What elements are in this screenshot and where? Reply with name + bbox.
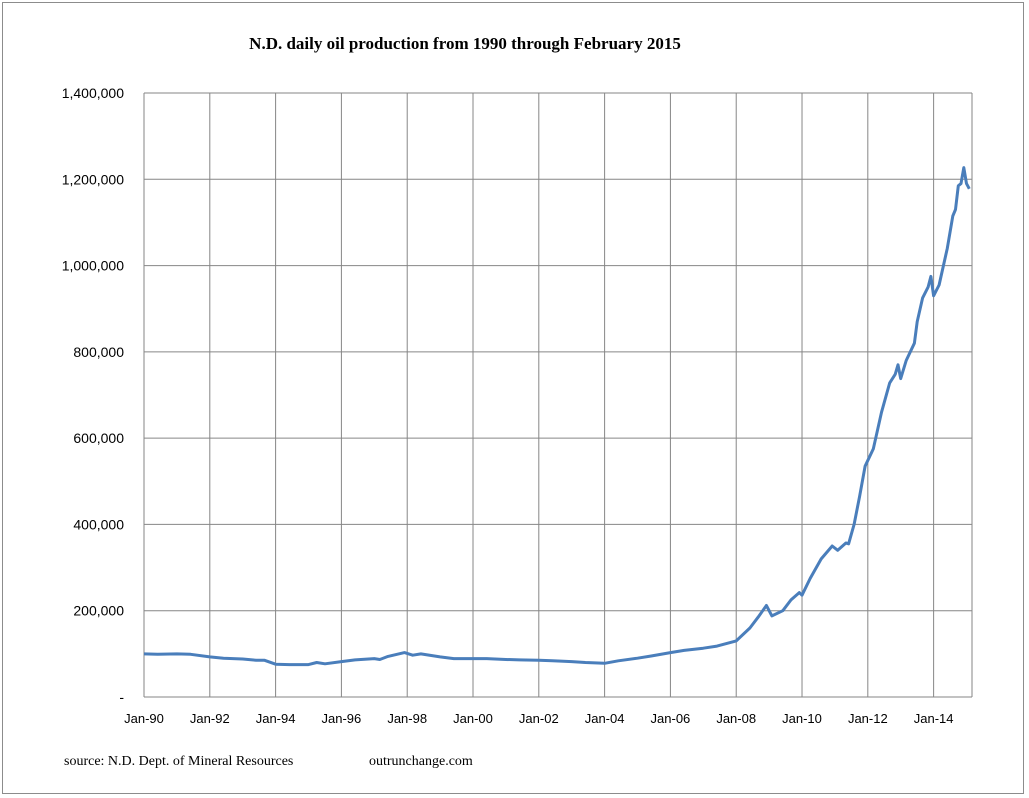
x-tick-label: Jan-10 <box>782 711 822 726</box>
site-credit: outrunchange.com <box>369 754 473 769</box>
x-tick-label: Jan-92 <box>190 711 230 726</box>
y-tick-label: 1,400,000 <box>62 85 124 101</box>
y-tick-label: 400,000 <box>73 516 124 532</box>
y-tick-label: - <box>119 689 124 705</box>
y-tick-label: 200,000 <box>73 603 124 619</box>
chart-title: N.D. daily oil production from 1990 thro… <box>249 34 681 53</box>
gridlines <box>143 92 973 698</box>
x-tick-label: Jan-04 <box>585 711 625 726</box>
series-line <box>143 166 971 667</box>
x-tick-label: Jan-00 <box>453 711 493 726</box>
y-tick-label: 1,200,000 <box>62 171 124 187</box>
y-axis-ticks: - 200,000 400,000 600,000 800,000 1,000,000 1,… <box>62 85 125 705</box>
x-tick-label: Jan-90 <box>124 711 164 726</box>
x-tick-label: Jan-08 <box>716 711 756 726</box>
x-tick-label: Jan-94 <box>256 711 296 726</box>
x-tick-label: Jan-98 <box>387 711 427 726</box>
x-axis-ticks: Jan-90 Jan-92 Jan-94 Jan-96 Jan-98 Jan-00 Jan-… <box>124 711 953 726</box>
y-tick-label: 1,000,000 <box>62 258 124 274</box>
x-tick-label: Jan-02 <box>519 711 559 726</box>
x-tick-label: Jan-12 <box>848 711 888 726</box>
x-tick-label: Jan-14 <box>914 711 954 726</box>
y-tick-label: 600,000 <box>73 430 124 446</box>
x-tick-label: Jan-96 <box>322 711 362 726</box>
x-tick-label: Jan-06 <box>651 711 691 726</box>
source-note: source: N.D. Dept. of Mineral Resources <box>64 754 294 769</box>
y-tick-label: 800,000 <box>73 344 124 360</box>
